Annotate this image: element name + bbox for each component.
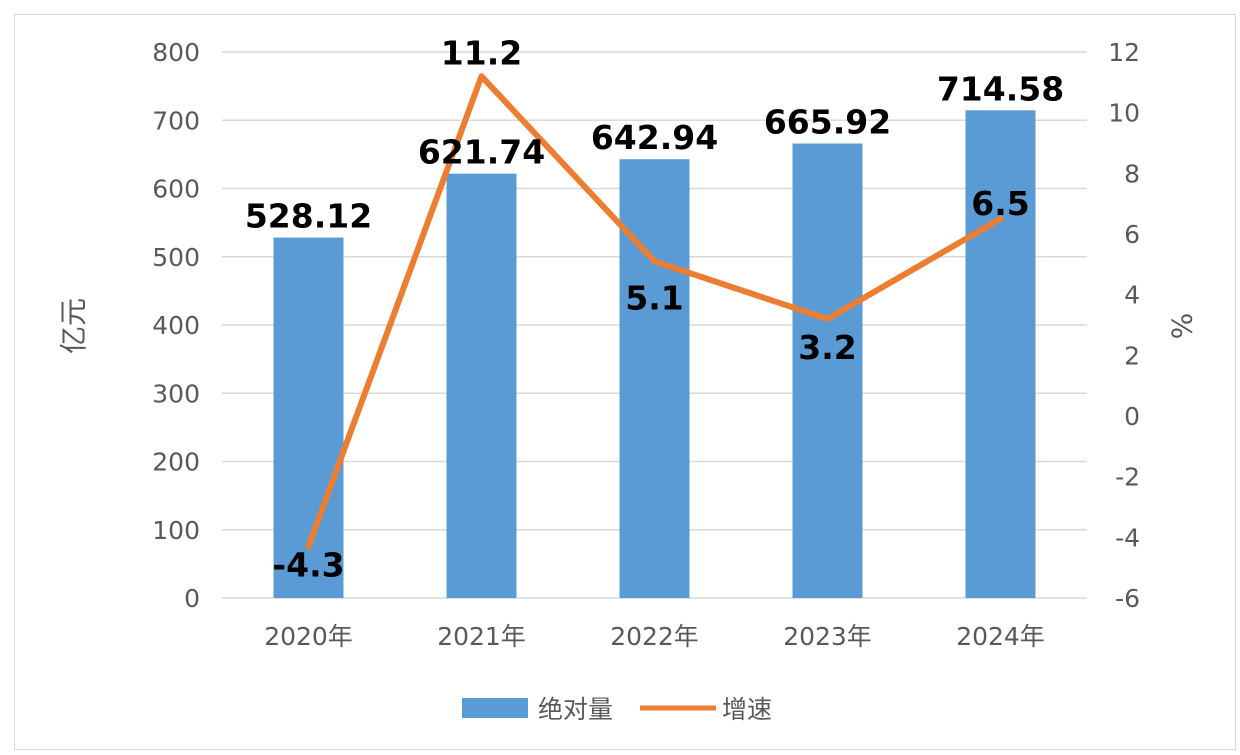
left-tick-label: 0 — [184, 584, 200, 613]
line-data-label: 5.1 — [625, 278, 683, 317]
growth-line — [305, 73, 1004, 550]
bar-data-label: 528.12 — [245, 197, 372, 236]
data-labels: 528.12 621.74 642.94 665.92 714.58 -4.3 11.2 5.… — [245, 33, 1064, 584]
legend-bar-swatch — [462, 698, 528, 718]
bar — [965, 110, 1036, 599]
bar-series — [273, 110, 1036, 599]
left-tick-label: 400 — [152, 311, 200, 340]
right-tick-label: 0 — [1124, 402, 1140, 431]
bar — [619, 159, 690, 598]
left-tick-label: 300 — [152, 379, 200, 408]
left-tick-label: 800 — [152, 38, 200, 67]
line-data-label: 11.2 — [441, 33, 522, 72]
bar — [446, 173, 517, 598]
left-axis-title: 亿元 — [57, 298, 90, 354]
left-tick-label: 500 — [152, 243, 200, 272]
right-tick-label: 6 — [1124, 220, 1140, 249]
bar — [792, 143, 863, 599]
left-tick-label: 200 — [152, 448, 200, 477]
category-label: 2020年 — [264, 622, 353, 651]
category-label: 2023年 — [783, 622, 872, 651]
right-tick-label: 4 — [1124, 281, 1140, 310]
left-tick-label: 700 — [152, 106, 200, 135]
axis-ticks: 0 100 200 300 400 500 600 700 800 -6 -4 -2 0 2 4 6 8 10 12… — [152, 38, 1140, 651]
right-tick-label: 12 — [1108, 38, 1140, 67]
line-series — [305, 73, 1004, 550]
left-tick-label: 100 — [152, 516, 200, 545]
bar-data-label: 665.92 — [764, 103, 891, 142]
line-data-label: 3.2 — [798, 328, 856, 367]
legend-line-label: 增速 — [722, 695, 772, 724]
right-tick-label: 8 — [1124, 159, 1140, 188]
line-data-label: 6.5 — [971, 184, 1029, 223]
bar-data-label: 642.94 — [591, 118, 718, 157]
category-label: 2021年 — [437, 622, 526, 651]
category-label: 2024年 — [956, 622, 1045, 651]
right-tick-label: -6 — [1115, 584, 1140, 613]
right-tick-label: -2 — [1115, 463, 1140, 492]
right-tick-label: 10 — [1108, 99, 1140, 128]
line-data-label: -4.3 — [272, 545, 344, 584]
bar-data-label: 714.58 — [937, 69, 1064, 108]
right-tick-label: 2 — [1124, 341, 1140, 370]
right-tick-label: -4 — [1115, 523, 1140, 552]
legend-bar-label: 绝对量 — [538, 695, 613, 724]
right-axis-title: % — [1165, 313, 1198, 340]
left-tick-label: 600 — [152, 175, 200, 204]
category-label: 2022年 — [610, 622, 699, 651]
bar-data-label: 621.74 — [418, 133, 545, 172]
legend: 绝对量 增速 — [462, 695, 772, 724]
